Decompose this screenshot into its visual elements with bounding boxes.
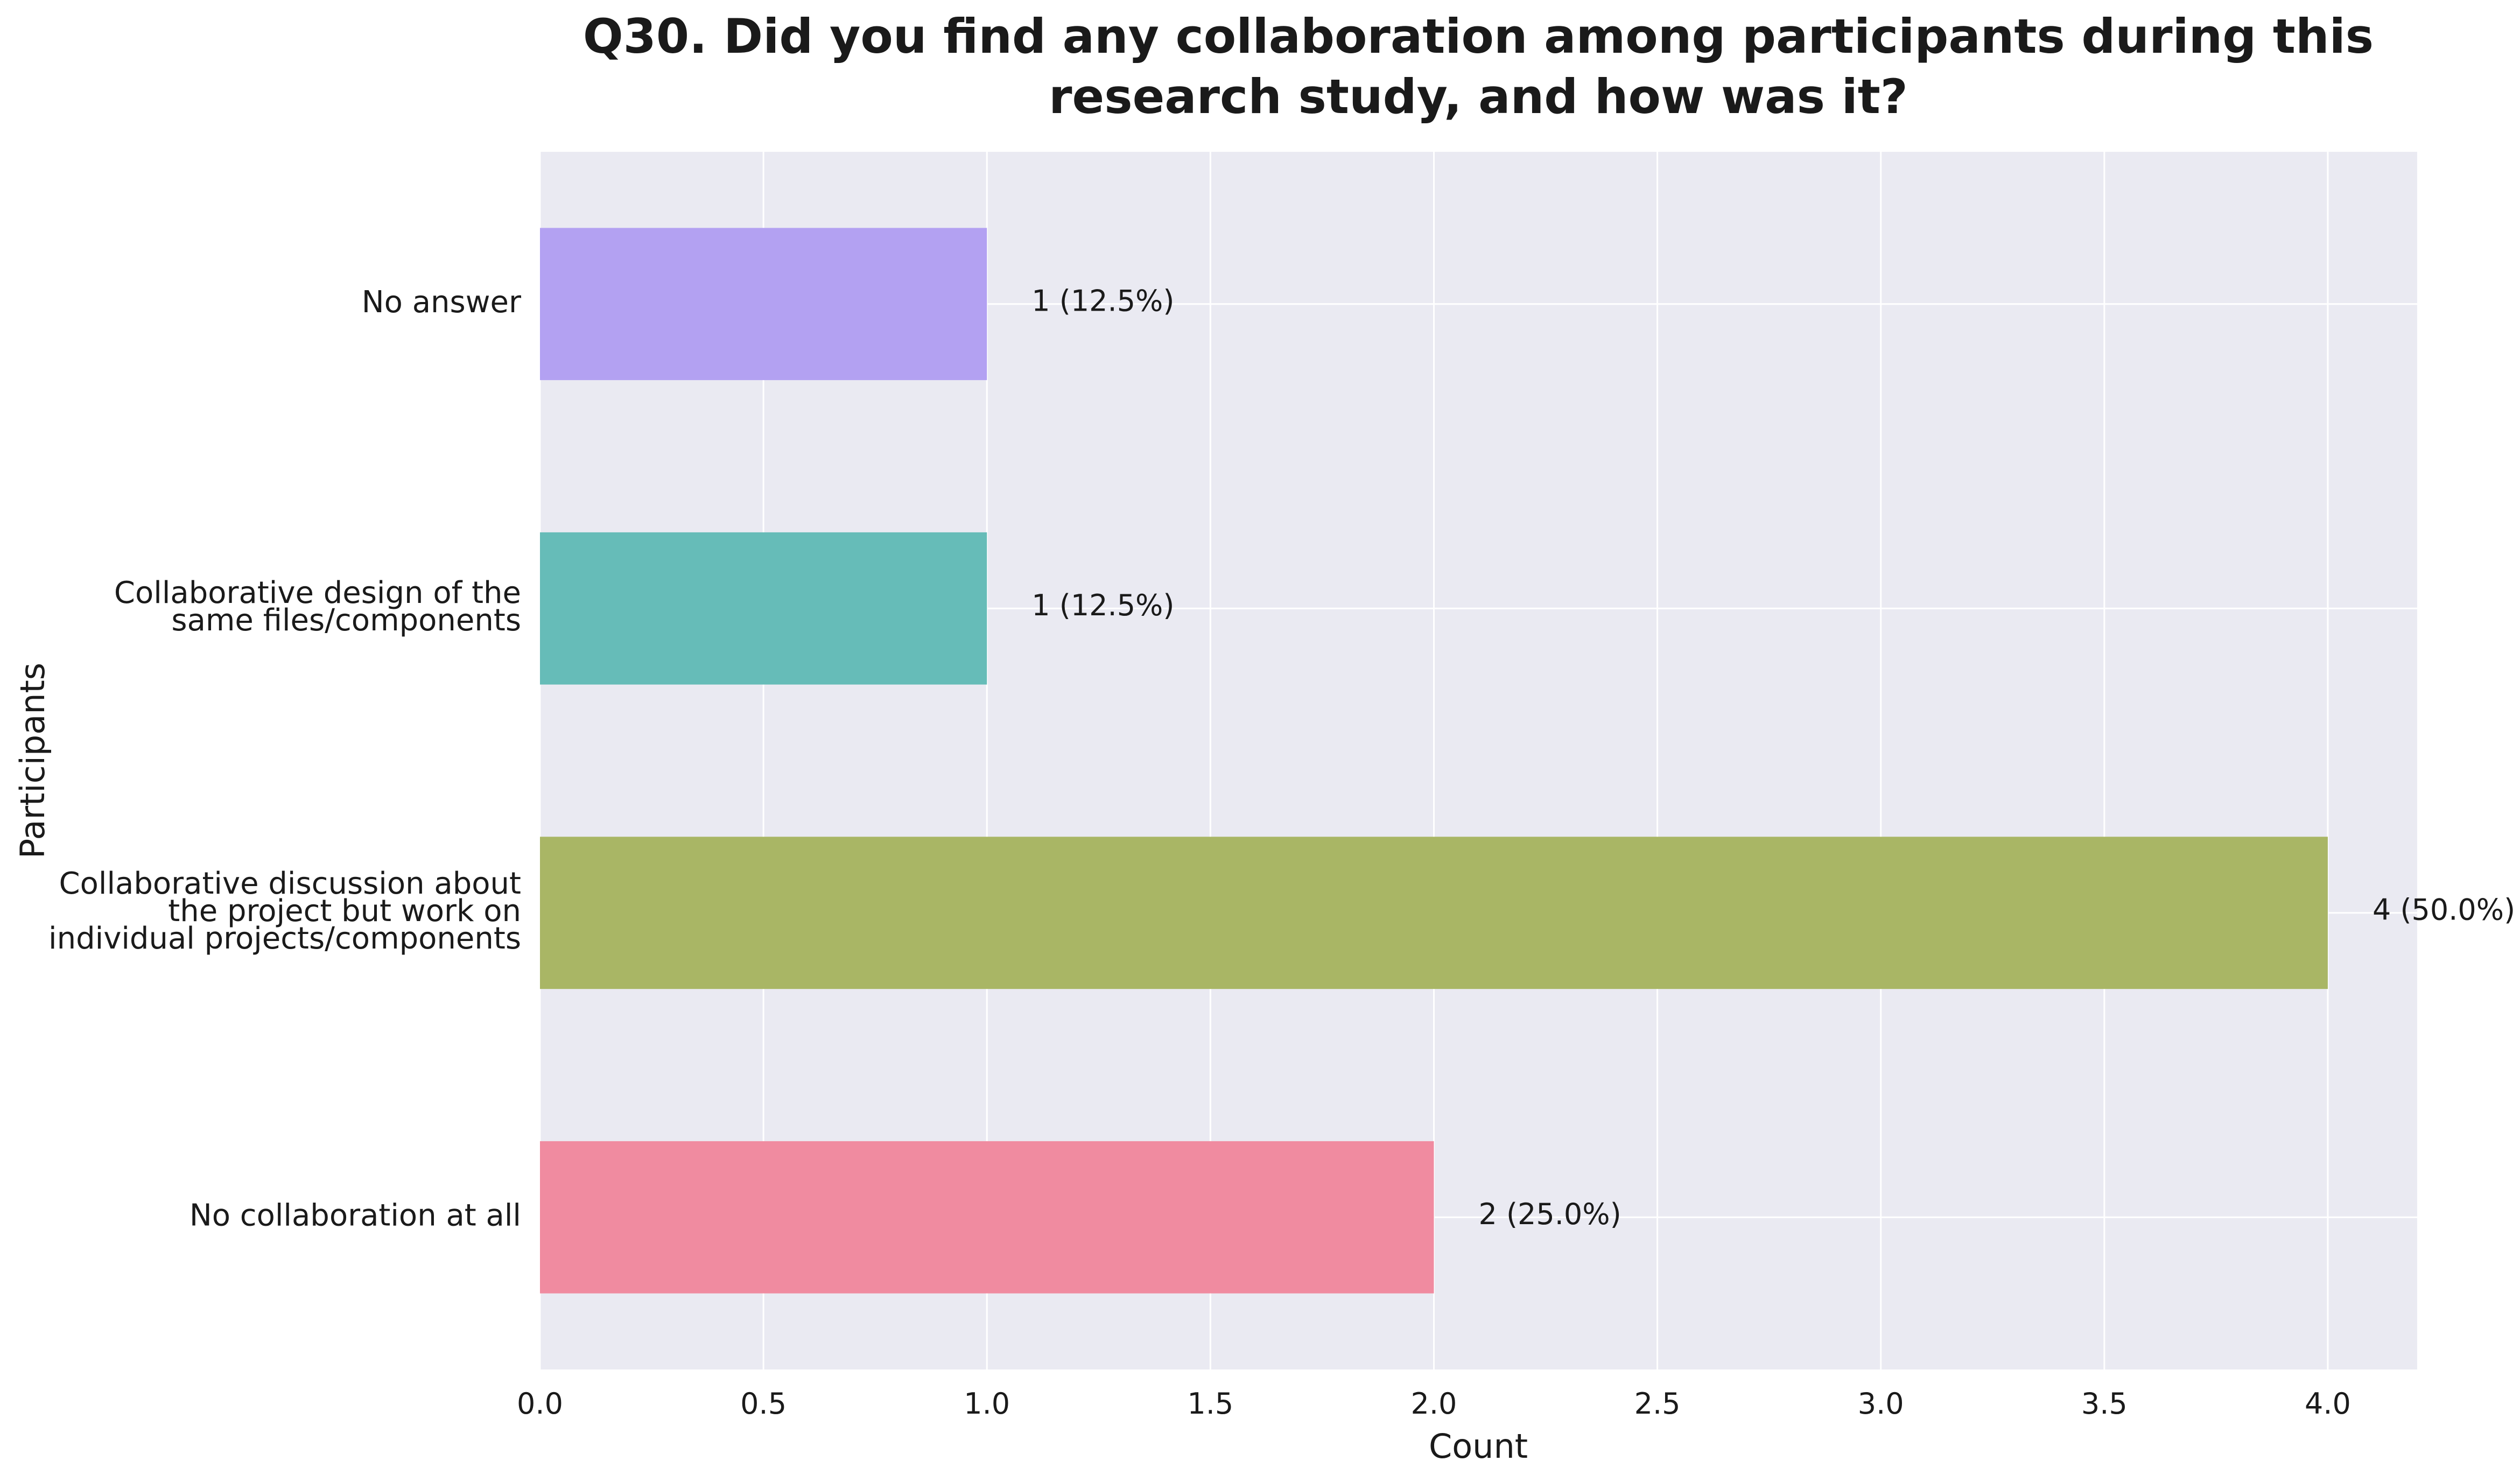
category-label-line: Collaborative design of the bbox=[114, 575, 521, 610]
bar-value-label: 4 (50.0%) bbox=[2372, 893, 2515, 926]
bars bbox=[540, 228, 2328, 1294]
bar bbox=[540, 837, 2328, 989]
bar-value-label: 1 (12.5%) bbox=[1031, 588, 1174, 622]
x-tick-label: 0.5 bbox=[740, 1387, 787, 1421]
x-tick-label: 4.0 bbox=[2305, 1387, 2351, 1421]
value-labels: 1 (12.5%) 1 (12.5%) 4 (50.0%) 2 (25.0%) bbox=[1031, 284, 2515, 1231]
chart-title: Q30. Did you find any collaboration amon… bbox=[583, 9, 2374, 124]
x-tick-label: 1.0 bbox=[964, 1387, 1010, 1421]
x-tick-label: 2.0 bbox=[1411, 1387, 1457, 1421]
bar bbox=[540, 1141, 1434, 1294]
bar-value-label: 2 (25.0%) bbox=[1478, 1197, 1621, 1231]
x-axis-title: Count bbox=[1429, 1427, 1528, 1466]
category-label: No collaboration at all bbox=[189, 1198, 521, 1233]
x-tick-label: 3.5 bbox=[2081, 1387, 2128, 1421]
category-label-line: No collaboration at all bbox=[189, 1198, 521, 1233]
bar bbox=[540, 228, 987, 381]
category-label: Collaborative design of the same files/co… bbox=[114, 575, 521, 638]
x-tick-label: 1.5 bbox=[1187, 1387, 1233, 1421]
category-label-line: the project but work on bbox=[168, 894, 521, 929]
y-axis-title: Participants bbox=[13, 663, 52, 859]
category-label-line: individual projects/components bbox=[48, 921, 521, 956]
bar bbox=[540, 532, 987, 685]
category-labels: No answer Collaborative design of the same… bbox=[48, 285, 522, 1233]
x-tick-label: 0.0 bbox=[517, 1387, 563, 1421]
category-label: Collaborative discussion about the projec… bbox=[48, 866, 521, 956]
category-label-line: No answer bbox=[362, 285, 522, 320]
category-label: No answer bbox=[362, 285, 522, 320]
category-label-line: same files/components bbox=[171, 603, 521, 638]
category-label-line: Collaborative discussion about bbox=[59, 866, 521, 901]
chart-title-line: research study, and how was it? bbox=[1049, 69, 1908, 124]
x-tick-labels: 0.0 0.5 1.0 1.5 2.0 2.5 3.0 3.5 4.0 bbox=[517, 1387, 2351, 1421]
x-tick-label: 2.5 bbox=[1634, 1387, 1681, 1421]
bar-value-label: 1 (12.5%) bbox=[1031, 284, 1174, 318]
x-tick-label: 3.0 bbox=[1858, 1387, 1904, 1421]
chart-title-line: Q30. Did you find any collaboration amon… bbox=[583, 9, 2374, 64]
